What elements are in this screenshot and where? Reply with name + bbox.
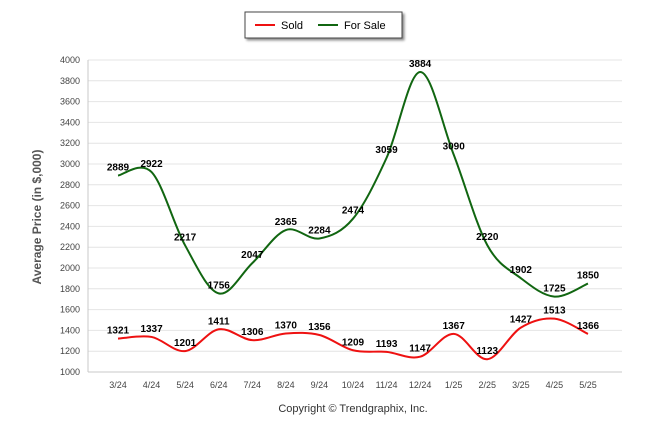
x-tick-label: 3/24 xyxy=(109,380,127,390)
data-label-for-sale: 2474 xyxy=(342,206,365,217)
y-tick-label: 3600 xyxy=(60,97,80,107)
data-label-for-sale: 1756 xyxy=(208,280,231,291)
x-tick-labels: 3/24 4/24 5/24 6/24 7/24 8/24 9/24 10/24 11/24 12… xyxy=(109,380,597,390)
data-label-sold: 1337 xyxy=(140,324,163,335)
data-label-sold: 1366 xyxy=(577,321,600,332)
x-tick-label: 10/24 xyxy=(342,380,365,390)
data-label-for-sale: 2220 xyxy=(476,232,499,243)
data-label-sold: 1427 xyxy=(510,315,533,326)
y-tick-label: 3000 xyxy=(60,159,80,169)
data-label-for-sale: 3059 xyxy=(375,145,398,156)
data-labels: 1321 1337 1201 1411 1306 1370 1356 1209 1193 1147… xyxy=(107,59,600,357)
x-tick-label: 5/25 xyxy=(579,380,597,390)
data-label-sold: 1193 xyxy=(376,339,398,350)
data-label-for-sale: 3884 xyxy=(409,59,432,70)
data-label-sold: 1411 xyxy=(208,316,230,327)
x-tick-label: 11/24 xyxy=(376,380,398,390)
y-tick-label: 2000 xyxy=(60,263,80,273)
y-tick-label: 1400 xyxy=(60,325,80,335)
x-tick-label: 9/24 xyxy=(311,380,329,390)
y-tick-label: 3400 xyxy=(60,117,80,127)
y-tick-label: 2600 xyxy=(60,201,80,211)
data-label-sold: 1209 xyxy=(342,337,365,348)
x-tick-label: 4/24 xyxy=(143,380,161,390)
y-tick-label: 1600 xyxy=(60,305,80,315)
x-tick-label: 1/25 xyxy=(445,380,463,390)
copyright-text: Copyright © Trendgraphix, Inc. xyxy=(278,403,427,415)
x-tick-label: 12/24 xyxy=(409,380,432,390)
x-tick-label: 8/24 xyxy=(277,380,295,390)
data-label-sold: 1306 xyxy=(241,327,264,338)
y-tick-labels: 1000 1200 1400 1600 1800 2000 2200 2400 2600 2800… xyxy=(60,55,80,377)
data-label-for-sale: 2217 xyxy=(174,232,197,243)
y-tick-label: 1200 xyxy=(60,346,80,356)
series-line-sold xyxy=(117,317,589,361)
data-label-for-sale: 1850 xyxy=(577,271,600,282)
y-tick-label: 3200 xyxy=(60,138,80,148)
y-axis-label: Average Price (in $,000) xyxy=(30,150,44,285)
x-tick-label: 3/25 xyxy=(512,380,530,390)
data-label-for-sale: 2922 xyxy=(140,159,163,170)
axes xyxy=(87,60,622,373)
y-tick-label: 2400 xyxy=(60,221,80,231)
gridlines xyxy=(88,59,622,373)
data-label-sold: 1321 xyxy=(107,326,130,337)
data-label-for-sale: 1725 xyxy=(543,284,566,295)
data-label-sold: 1356 xyxy=(308,322,331,333)
data-label-for-sale: 3090 xyxy=(443,142,466,153)
data-label-sold: 1370 xyxy=(275,321,298,332)
y-tick-label: 4000 xyxy=(60,55,80,65)
x-tick-label: 4/25 xyxy=(546,380,564,390)
x-tick-label: 7/24 xyxy=(244,380,262,390)
data-label-sold: 1367 xyxy=(443,321,466,332)
data-label-sold: 1201 xyxy=(174,338,197,349)
series-line-for-sale xyxy=(117,71,589,298)
data-label-for-sale: 2365 xyxy=(275,217,298,228)
data-label-sold: 1513 xyxy=(543,306,566,317)
x-tick-label: 6/24 xyxy=(210,380,228,390)
y-tick-label: 1800 xyxy=(60,284,80,294)
series-lines xyxy=(117,71,589,361)
legend: Sold For Sale xyxy=(244,11,403,39)
data-label-for-sale: 2889 xyxy=(107,163,130,174)
y-tick-label: 3800 xyxy=(60,76,80,86)
data-label-for-sale: 2047 xyxy=(241,250,264,261)
data-label-for-sale: 1902 xyxy=(510,265,533,276)
data-label-sold: 1123 xyxy=(476,346,498,357)
legend-label-sold: Sold xyxy=(281,20,303,32)
data-label-for-sale: 2284 xyxy=(308,225,331,236)
x-tick-label: 2/25 xyxy=(479,380,497,390)
y-tick-label: 1000 xyxy=(60,367,80,377)
y-tick-label: 2800 xyxy=(60,180,80,190)
x-tick-label: 5/24 xyxy=(176,380,194,390)
y-tick-label: 2200 xyxy=(60,242,80,252)
data-label-sold: 1147 xyxy=(409,344,431,355)
legend-label-for-sale: For Sale xyxy=(344,20,386,32)
